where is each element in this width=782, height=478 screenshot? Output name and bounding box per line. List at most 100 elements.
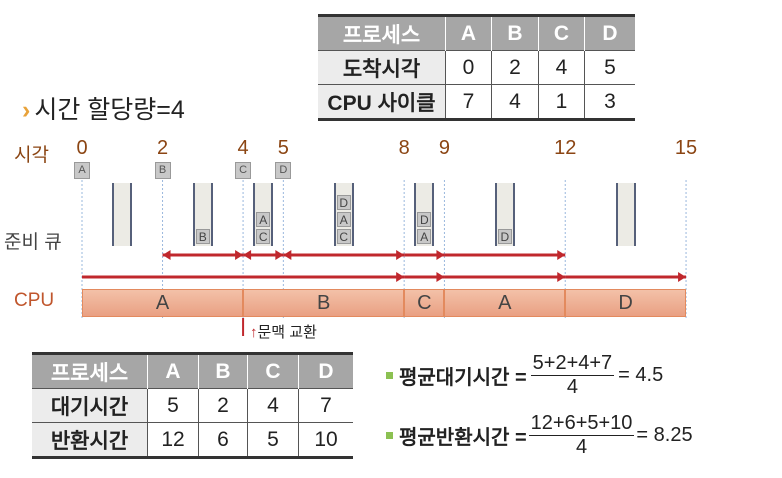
context-switch-label: ↑문맥 교환 xyxy=(250,321,317,342)
header-cell: D xyxy=(584,14,635,51)
fraction: 5+2+4+7 4 xyxy=(530,352,615,399)
denominator: 4 xyxy=(566,376,578,398)
arrowhead-icon xyxy=(396,272,405,282)
time-tick-label: 4 xyxy=(237,137,249,159)
arrowhead-icon xyxy=(436,250,445,260)
queue-item: C xyxy=(256,229,271,244)
table-header: 프로세스 A B C D xyxy=(318,14,635,51)
cell: 3 xyxy=(584,84,635,121)
arrowhead-icon xyxy=(557,250,566,260)
arrowhead-icon xyxy=(678,272,687,282)
ready-queue-snapshot xyxy=(615,183,636,246)
cell: 5 xyxy=(247,422,299,459)
arrowhead-icon xyxy=(396,250,405,260)
title-text: 시간 할당량=4 xyxy=(34,96,185,124)
ready-queue-snapshot: D xyxy=(494,183,515,246)
header-cell: 프로세스 xyxy=(32,352,148,389)
time-tick-label: 8 xyxy=(398,137,410,159)
cell: 4 xyxy=(538,50,585,85)
formula-avg-wait: 평균대기시간 = 5+2+4+7 4 = 4.5 xyxy=(386,352,663,399)
fraction: 12+6+5+10 4 xyxy=(528,412,635,459)
time-tick-label: 5 xyxy=(277,137,289,159)
cell: 2 xyxy=(491,50,539,85)
time-tick-label: 0 xyxy=(76,137,88,159)
gantt-segment-d: D xyxy=(565,289,687,317)
arrowhead-icon xyxy=(283,250,292,260)
formula-result: = 8.25 xyxy=(636,424,693,446)
arrival-marker: B xyxy=(154,162,171,179)
queue-item: A xyxy=(336,212,351,227)
arrowhead-icon xyxy=(162,250,171,260)
cell: 7 xyxy=(298,388,353,423)
cell: 반환시간 xyxy=(32,422,148,459)
cell: 7 xyxy=(445,84,492,121)
formula-label: 평균대기시간 = xyxy=(399,367,527,389)
table-header: 프로세스 A B C D xyxy=(32,352,353,389)
queue-item: A xyxy=(256,212,271,227)
arrowhead-icon xyxy=(436,272,445,282)
cell: 도착시각 xyxy=(318,50,446,85)
gantt-segment-a: A xyxy=(82,289,244,317)
result-table: 프로세스 A B C D 대기시간 5 2 4 7 반환시간 12 6 5 10 xyxy=(32,352,353,459)
chevron-bullet-icon: › xyxy=(22,96,31,124)
formula-result: = 4.5 xyxy=(618,364,664,386)
queue-item: C xyxy=(336,229,351,244)
arrival-marker: A xyxy=(74,162,90,179)
queue-item: D xyxy=(417,212,432,227)
ready-queue-snapshot xyxy=(112,183,133,246)
table-row: CPU 사이클 7 4 1 3 xyxy=(318,84,635,121)
gantt-segment-c: C xyxy=(404,289,445,317)
cell: 4 xyxy=(491,84,539,121)
cell: 0 xyxy=(445,50,492,85)
cell: 5 xyxy=(584,50,635,85)
queue-item: B xyxy=(195,229,210,244)
header-cell: D xyxy=(298,352,353,389)
ready-queue-snapshot: B xyxy=(192,183,213,246)
queue-item: D xyxy=(497,229,512,244)
cell: 12 xyxy=(147,422,199,459)
gantt-segment-b: B xyxy=(243,289,405,317)
numerator: 5+2+4+7 xyxy=(530,352,615,376)
table-row: 도착시각 0 2 4 5 xyxy=(318,50,635,85)
time-tick-label: 9 xyxy=(438,137,450,159)
up-arrow-icon: ↑ xyxy=(250,324,258,341)
formula-label: 평균반환시간 = xyxy=(399,427,527,449)
header-cell: C xyxy=(538,14,585,51)
numerator: 12+6+5+10 xyxy=(528,412,635,436)
cell: 2 xyxy=(198,388,248,423)
arrival-marker: D xyxy=(275,162,292,179)
cell: 1 xyxy=(538,84,585,121)
cell: 5 xyxy=(147,388,199,423)
cell: 4 xyxy=(247,388,299,423)
cell: 6 xyxy=(198,422,248,459)
arrowhead-icon xyxy=(235,250,244,260)
table-row: 반환시간 12 6 5 10 xyxy=(32,422,353,459)
denominator: 4 xyxy=(575,436,588,458)
arrival-marker: C xyxy=(235,162,252,179)
arrowhead-icon xyxy=(243,250,252,260)
header-cell: A xyxy=(147,352,199,389)
queue-item: D xyxy=(336,195,351,210)
cell: 대기시간 xyxy=(32,388,148,423)
ready-queue-label: 준비 큐 xyxy=(4,232,62,253)
header-cell: 프로세스 xyxy=(318,14,446,51)
header-cell: C xyxy=(247,352,299,389)
time-label: 시각 xyxy=(14,145,49,166)
cell: CPU 사이클 xyxy=(318,84,446,121)
arrowhead-icon xyxy=(275,250,284,260)
header-cell: A xyxy=(445,14,492,51)
section-title: › 시간 할당량=4 xyxy=(22,90,185,126)
header-cell: B xyxy=(491,14,539,51)
queue-item: A xyxy=(417,229,432,244)
cpu-label: CPU xyxy=(14,290,55,311)
arrowhead-icon xyxy=(557,272,566,282)
table-row: 대기시간 5 2 4 7 xyxy=(32,388,353,423)
time-tick-label: 15 xyxy=(674,137,698,159)
header-cell: B xyxy=(198,352,248,389)
time-tick-label: 12 xyxy=(554,137,577,159)
cell: 10 xyxy=(298,422,353,459)
input-table: 프로세스 A B C D 도착시각 0 2 4 5 CPU 사이클 7 4 1 … xyxy=(318,14,635,121)
